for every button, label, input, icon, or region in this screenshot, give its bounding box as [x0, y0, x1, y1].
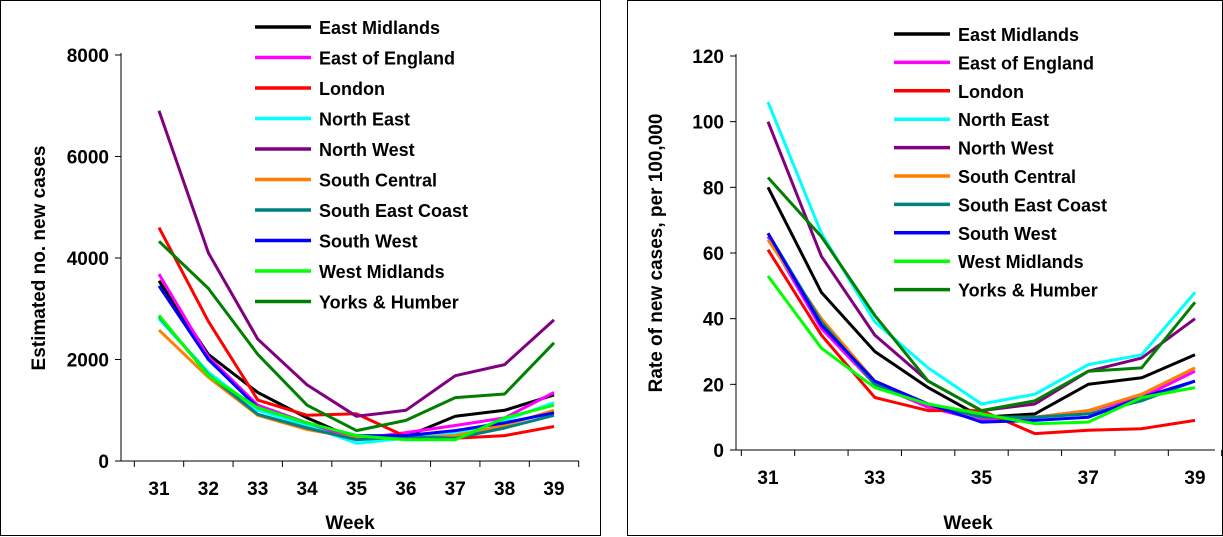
right-ytick-label: 100 — [692, 113, 724, 134]
right-ytick-label: 60 — [703, 244, 724, 265]
left-series-london — [157, 226, 555, 440]
right-legend-label-north-west: North West — [958, 139, 1054, 159]
right-legend-label-west-midlands: West Midlands — [958, 252, 1084, 272]
right-legend-label-south-west: South West — [958, 224, 1057, 244]
right-ytick-label: 40 — [703, 310, 724, 331]
left-xtick-label: 34 — [297, 479, 319, 500]
right-xtick-label: 37 — [1078, 468, 1099, 489]
left-xtick-label: 33 — [247, 479, 268, 500]
right-series-yorks-and-humber — [766, 176, 1197, 413]
left-legend-label-south-east-coast: South East Coast — [319, 201, 468, 221]
left-ytick-label: 6000 — [67, 148, 109, 169]
right-ytick-label: 20 — [703, 375, 724, 396]
chart-panel-left: 0 2000 4000 6000 8000 31 32 33 34 35 36 37 38 39 Week E… — [0, 0, 601, 536]
right-ytick-label: 120 — [692, 47, 724, 68]
chart-left-svg: 0 2000 4000 6000 8000 31 32 33 34 35 36 37 38 39 Week E… — [29, 18, 580, 534]
right-y-axis-title: Rate of new cases, per 100,000 — [646, 114, 667, 393]
left-legend-label-north-east: North East — [319, 110, 410, 130]
right-series-west-midlands — [766, 275, 1196, 426]
right-x-axis-title: Week — [943, 513, 993, 534]
left-series-yorks-and-humber — [157, 240, 556, 433]
left-x-axis-title: Week — [325, 513, 375, 534]
chart-panel-right: 0 20 40 60 80 100 120 31 33 35 37 39 Week Rate of new… — [627, 0, 1223, 536]
left-xtick-label: 39 — [543, 479, 564, 500]
chart-right-svg: 0 20 40 60 80 100 120 31 33 35 37 39 Week Rate of new… — [646, 25, 1223, 534]
left-y-axis-title: Estimated no. new cases — [29, 146, 50, 371]
left-xtick-label: 31 — [148, 479, 170, 500]
left-legend-label-yorks-and-humber: Yorks & Humber — [319, 293, 459, 313]
left-xtick-label: 32 — [198, 479, 219, 500]
right-xtick-label: 33 — [864, 468, 885, 489]
left-ytick-label: 4000 — [67, 249, 109, 270]
left-ytick-label: 8000 — [67, 46, 109, 67]
right-legend-label-east-midlands: East Midlands — [958, 25, 1079, 45]
left-ytick-label: 2000 — [67, 351, 109, 372]
right-ytick-label: 0 — [713, 441, 724, 462]
left-xtick-label: 35 — [346, 479, 368, 500]
left-legend-label-north-west: North West — [319, 140, 415, 160]
right-series-east-midlands — [766, 186, 1196, 419]
right-xtick-label: 35 — [971, 468, 993, 489]
left-legend-label-south-west: South West — [319, 232, 418, 252]
right-series-east-of-england — [766, 235, 1196, 422]
left-xtick-label: 38 — [494, 479, 515, 500]
right-legend-label-south-central: South Central — [958, 167, 1076, 187]
right-legend-label-yorks-and-humber: Yorks & Humber — [958, 281, 1098, 301]
left-series-north-west — [157, 110, 556, 418]
left-legend-label-south-central: South Central — [319, 171, 437, 191]
right-ytick-label: 80 — [703, 178, 724, 199]
left-legend-label-west-midlands: West Midlands — [319, 262, 445, 282]
right-legend-label-south-east-coast: South East Coast — [958, 195, 1107, 215]
right-legend-label-london: London — [958, 82, 1024, 102]
left-xtick-label: 37 — [445, 479, 466, 500]
right-legend-label-east-of-england: East of England — [958, 53, 1094, 73]
left-ytick-label: 0 — [98, 452, 109, 473]
left-legend-label-east-midlands: East Midlands — [319, 18, 440, 38]
right-xtick-label: 31 — [757, 468, 779, 489]
left-legend-label-london: London — [319, 79, 385, 99]
left-series-west-midlands — [157, 314, 555, 442]
left-xtick-label: 36 — [395, 479, 416, 500]
left-legend-label-east-of-england: East of England — [319, 49, 455, 69]
right-legend-label-north-east: North East — [958, 110, 1049, 130]
right-xtick-label: 39 — [1184, 468, 1205, 489]
